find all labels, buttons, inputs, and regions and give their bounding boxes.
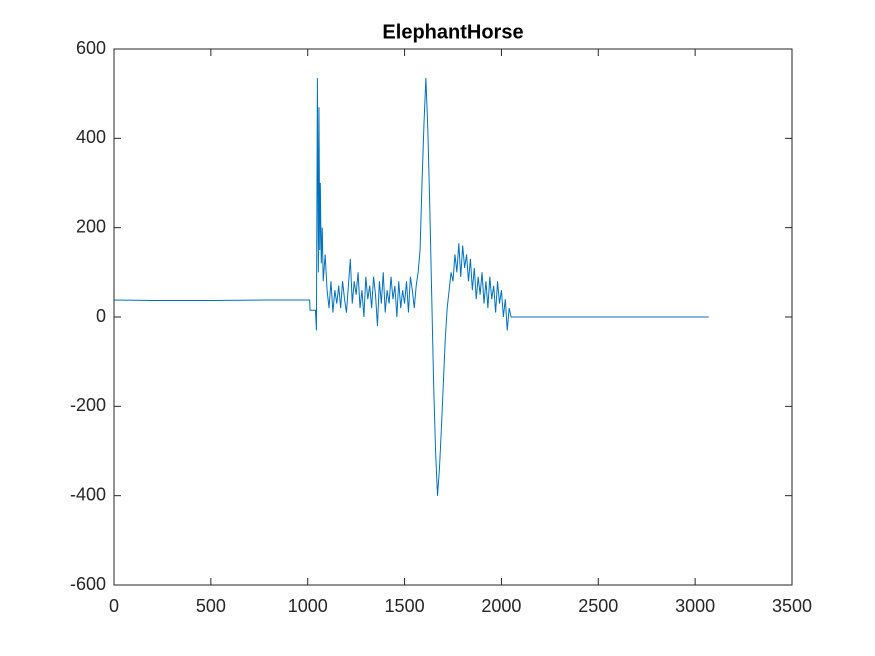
x-tick-label: 1000 (288, 596, 328, 616)
x-tick-label: 0 (109, 596, 119, 616)
y-tick-label: -400 (70, 484, 106, 504)
x-tick-label: 2000 (481, 596, 521, 616)
x-tick-label: 3500 (772, 596, 812, 616)
y-tick-label: 600 (76, 38, 106, 58)
chart-title: ElephantHorse (382, 21, 523, 43)
y-tick-label: 200 (76, 216, 106, 236)
x-tick-label: 1500 (385, 596, 425, 616)
y-tick-label: 0 (96, 306, 106, 326)
x-tick-label: 3000 (675, 596, 715, 616)
x-tick-label: 500 (196, 596, 226, 616)
y-tick-label: -600 (70, 574, 106, 594)
y-tick-label: -200 (70, 395, 106, 415)
y-tick-label: 400 (76, 127, 106, 147)
data-line (113, 78, 709, 496)
x-tick-label: 2500 (578, 596, 618, 616)
axes-box (113, 48, 793, 586)
